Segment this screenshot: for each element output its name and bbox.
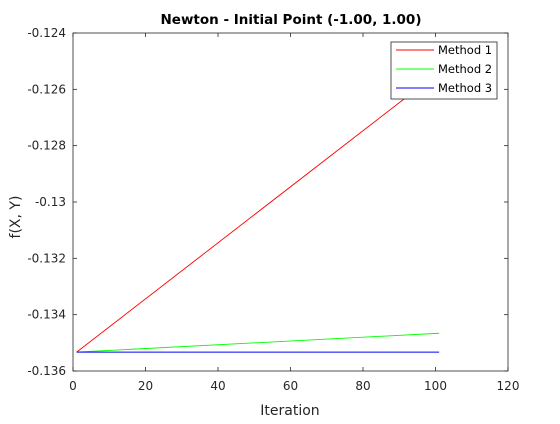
- x-tick-label: 40: [210, 379, 225, 393]
- y-tick-label: -0.128: [27, 139, 66, 153]
- legend: Method 1 Method 2 Method 3: [390, 41, 498, 100]
- series-line-1: [76, 71, 440, 353]
- chart-title: Newton - Initial Point (-1.00, 1.00): [161, 12, 422, 28]
- x-tick-label: 100: [424, 379, 447, 393]
- y-tick-label: -0.13: [35, 195, 66, 209]
- x-tick-label: 80: [355, 379, 370, 393]
- x-axis-label: Iteration: [260, 403, 319, 419]
- y-tick-label: -0.126: [27, 82, 66, 96]
- x-axis: 0 20 40 60 80 100 120: [69, 33, 519, 393]
- legend-label-1: Method 1: [438, 43, 492, 57]
- series-layer: [76, 71, 440, 353]
- x-tick-label: 20: [138, 379, 153, 393]
- x-tick-label: 0: [69, 379, 77, 393]
- y-tick-label: -0.124: [27, 26, 66, 40]
- legend-box: [390, 41, 498, 100]
- x-tick-label: 60: [283, 379, 298, 393]
- legend-label-2: Method 2: [438, 62, 492, 76]
- series-line-2: [76, 332, 440, 353]
- y-axis-label: f(X, Y): [8, 196, 24, 239]
- legend-label-3: Method 3: [438, 81, 492, 95]
- y-tick-label: -0.132: [27, 251, 66, 265]
- y-axis: -0.136 -0.134 -0.132 -0.13 -0.128 -0.126 -0.12…: [27, 26, 508, 378]
- y-tick-label: -0.136: [27, 364, 66, 378]
- x-tick-label: 120: [497, 379, 520, 393]
- y-tick-label: -0.134: [27, 308, 66, 322]
